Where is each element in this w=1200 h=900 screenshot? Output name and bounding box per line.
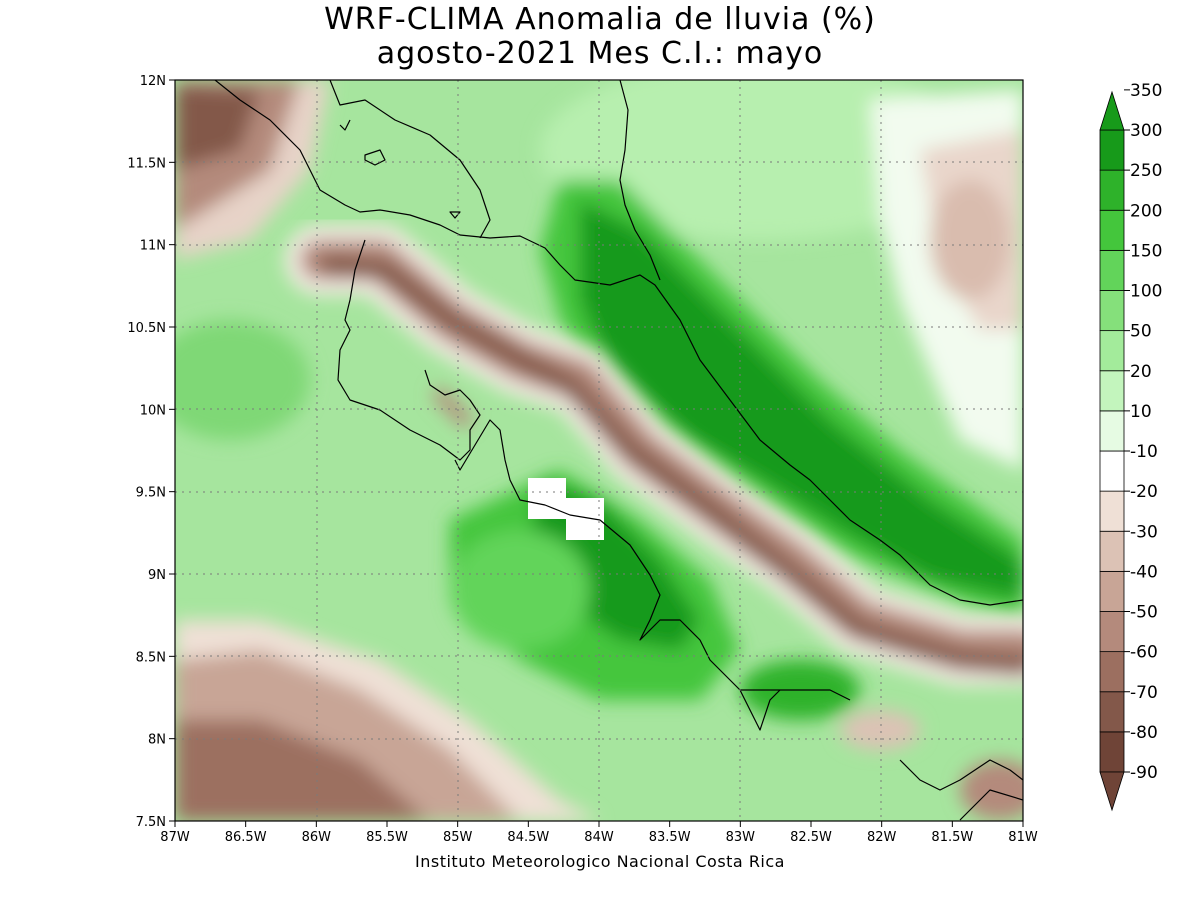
- colorbar-min-arrow: [1099, 771, 1125, 812]
- colorbar-swatch: [1099, 691, 1125, 733]
- lat-tick-label: 8.5N: [136, 650, 166, 665]
- colorbar-swatch: [1099, 209, 1125, 251]
- lon-tick-label: 86W: [302, 830, 332, 845]
- colorbar-swatch: [1099, 731, 1125, 773]
- colorbar-label: -80: [1130, 723, 1158, 743]
- colorbar-label: 20: [1130, 362, 1152, 382]
- colorbar-swatch: [1099, 450, 1125, 492]
- colorbar-swatch: [1099, 570, 1125, 612]
- institution-credit: Instituto Meteorologico Nacional Costa R…: [415, 852, 785, 871]
- lon-tick-label: 85W: [443, 830, 473, 845]
- colorbar-swatch: [1099, 611, 1125, 653]
- colorbar-swatch: [1099, 410, 1125, 452]
- colorbar-swatch: [1099, 290, 1125, 332]
- lon-tick-label: 87W: [160, 830, 190, 845]
- lat-tick-label: 8N: [148, 733, 166, 748]
- colorbar-label: 150: [1130, 241, 1162, 261]
- colorbar-label: 350: [1130, 81, 1162, 101]
- lon-tick-label: 84W: [584, 830, 614, 845]
- colorbar-label: -60: [1130, 643, 1158, 663]
- colorbar-label: 10: [1130, 402, 1152, 422]
- colorbar-label: -40: [1130, 562, 1158, 582]
- lat-tick-label: 10N: [140, 403, 166, 418]
- anomaly-field: [175, 80, 1023, 821]
- lon-tick-label: 86.5W: [225, 830, 267, 845]
- lon-tick-label: 82.5W: [790, 830, 832, 845]
- colorbar-swatch: [1099, 651, 1125, 693]
- colorbar-label: -20: [1130, 482, 1158, 502]
- lon-tick-label: 84.5W: [507, 830, 549, 845]
- colorbar-label: -10: [1130, 442, 1158, 462]
- lat-tick-label: 9N: [148, 568, 166, 583]
- lat-tick-label: 10.5N: [127, 321, 166, 336]
- map-title: WRF-CLIMA Anomalia de lluvia (%): [324, 2, 876, 37]
- lat-tick-label: 12N: [140, 74, 166, 89]
- lon-tick-label: 81.5W: [931, 830, 973, 845]
- colorbar-swatch: [1099, 169, 1125, 211]
- lon-tick-label: 85.5W: [366, 830, 408, 845]
- lon-tick-label: 81W: [1008, 830, 1038, 845]
- colorbar-swatch: [1099, 249, 1125, 291]
- colorbar-label: -70: [1130, 683, 1158, 703]
- colorbar-label: 250: [1130, 161, 1162, 181]
- colorbar-swatch: [1099, 370, 1125, 412]
- map-subtitle: agosto-2021 Mes C.I.: mayo: [376, 36, 824, 71]
- colorbar-label: -30: [1130, 522, 1158, 542]
- colorbar-label: 50: [1130, 322, 1152, 342]
- colorbar-swatch: [1099, 530, 1125, 572]
- graticule: [175, 80, 1023, 821]
- axis-ticks: 87W 86.5W 86W 85.5W 85W 84.5W 84W 83.5W 83W 82.5W…: [127, 74, 1038, 845]
- lat-tick-label: 11.5N: [127, 156, 166, 171]
- missing-data-cells: [528, 478, 604, 540]
- lat-tick-label: 7.5N: [136, 815, 166, 830]
- lon-tick-label: 82W: [867, 830, 897, 845]
- colorbar-swatch: [1099, 129, 1125, 171]
- colorbar-swatch: [1099, 330, 1125, 372]
- colorbar: -90 -80 -70 -60 -50 -40 -30 -20 -10 10 20 50 100 150 2…: [1099, 81, 1162, 812]
- colorbar-label: -90: [1130, 763, 1158, 783]
- colorbar-label: 300: [1130, 121, 1162, 141]
- lon-tick-label: 83W: [726, 830, 756, 845]
- colorbar-label: 100: [1130, 282, 1162, 302]
- lat-tick-label: 9.5N: [136, 486, 166, 501]
- lat-tick-label: 11N: [140, 239, 166, 254]
- colorbar-label: 200: [1130, 201, 1162, 221]
- colorbar-max-arrow: [1099, 90, 1125, 131]
- lon-tick-label: 83.5W: [649, 830, 691, 845]
- colorbar-swatch: [1099, 490, 1125, 532]
- colorbar-label: -50: [1130, 603, 1158, 623]
